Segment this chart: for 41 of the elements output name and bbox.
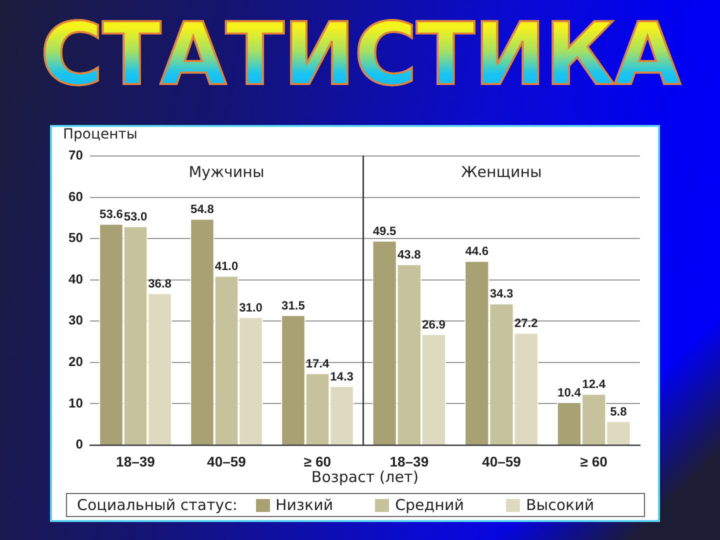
data-label: 34.3 xyxy=(490,286,514,301)
data-label: 36.8 xyxy=(148,276,172,290)
y-tick-label: 40 xyxy=(68,271,83,286)
y-tick-label: 20 xyxy=(68,354,83,370)
y-tick-label: 0 xyxy=(76,436,83,452)
x-tick-label: 18–39 xyxy=(116,453,156,470)
legend-label: Высокий xyxy=(526,496,594,514)
data-label: 5.8 xyxy=(610,404,628,418)
y-tick-label: 60 xyxy=(68,188,83,204)
x-tick-label: 40–59 xyxy=(482,453,522,470)
legend-label: Низкий xyxy=(276,496,334,514)
y-tick-label: 10 xyxy=(68,395,83,410)
x-tick-label: ≥ 60 xyxy=(580,453,608,470)
x-tick-label: 40–59 xyxy=(207,453,246,470)
y-tick-label: 70 xyxy=(68,148,83,163)
data-label: 44.6 xyxy=(465,244,489,258)
data-label: 31.0 xyxy=(239,300,263,314)
data-label: 26.9 xyxy=(422,317,446,332)
x-axis-title: Возраст (лет) xyxy=(311,468,419,486)
text: Мужчины xyxy=(188,162,264,181)
data-label: 53.6 xyxy=(100,207,124,222)
text: Женщины xyxy=(461,162,542,181)
data-label: 43.8 xyxy=(397,247,422,262)
data-label: 54.8 xyxy=(190,202,214,216)
legend-title: Социальный статус: xyxy=(77,496,238,514)
y-tick-label: 50 xyxy=(68,230,83,246)
data-label: 12.4 xyxy=(582,377,606,392)
y-axis-title: Проценты xyxy=(63,126,138,143)
data-label: 41.0 xyxy=(214,259,238,274)
data-label: 49.5 xyxy=(372,224,397,238)
data-label: 10.4 xyxy=(558,385,582,400)
data-label: 53.0 xyxy=(124,210,148,224)
text: СТАТИСТИКА xyxy=(39,5,682,105)
data-label: 27.2 xyxy=(514,316,538,330)
data-label: 17.4 xyxy=(306,356,330,370)
x-tick-label: ≥ 60 xyxy=(304,453,332,470)
data-label: 31.5 xyxy=(282,298,306,312)
data-label: 14.3 xyxy=(330,369,354,384)
x-tick-label: 18–39 xyxy=(390,453,429,470)
legend-label: Средний xyxy=(395,496,464,514)
y-tick-label: 30 xyxy=(68,312,83,328)
